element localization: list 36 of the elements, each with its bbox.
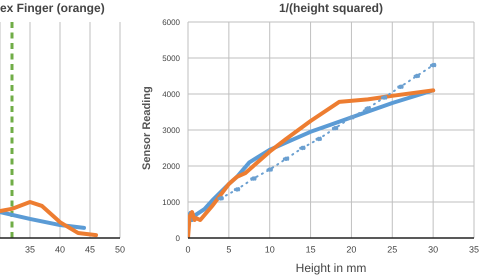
- y-axis-title: Sensor Reading: [140, 86, 153, 170]
- chart-title: 1/(height squared): [278, 1, 384, 15]
- point: [299, 144, 306, 152]
- point: [250, 175, 257, 182]
- point: [332, 125, 338, 132]
- point: [414, 72, 420, 80]
- point: [430, 62, 436, 68]
- y-tick-label: 5000: [162, 54, 181, 63]
- x-tick-label: 50: [114, 244, 126, 254]
- y-tick-label: 2000: [162, 162, 181, 171]
- point: [380, 94, 388, 101]
- y-tick-label: 1000: [162, 198, 181, 207]
- x-tick-label: 30: [428, 244, 438, 254]
- chart-title: ex Finger (orange): [0, 1, 105, 15]
- x-tick-label: 40: [54, 244, 66, 254]
- x-axis-title: Height in mm: [296, 261, 366, 275]
- x-tick-label: 10: [264, 244, 275, 254]
- x-tick-label: 35: [24, 244, 36, 254]
- x-tick-label: 25: [387, 244, 398, 254]
- point: [316, 136, 322, 142]
- x-tick-label: 45: [84, 244, 96, 254]
- y-tick-label: 0: [176, 234, 181, 243]
- y-tick-label: 6000: [162, 18, 181, 27]
- point: [348, 114, 355, 121]
- y-tick-label: 3000: [162, 126, 181, 135]
- x-tick-label: 35: [468, 244, 480, 254]
- point: [266, 166, 273, 173]
- x-tick-label: 0: [185, 244, 191, 254]
- y-tick-label: 4000: [162, 90, 181, 99]
- point: [397, 84, 404, 90]
- x-tick-label: 5: [226, 244, 232, 254]
- x-tick-label: 15: [306, 244, 316, 254]
- point: [217, 195, 224, 202]
- point: [234, 186, 240, 193]
- point: [282, 156, 290, 162]
- x-tick-label: 20: [346, 244, 356, 254]
